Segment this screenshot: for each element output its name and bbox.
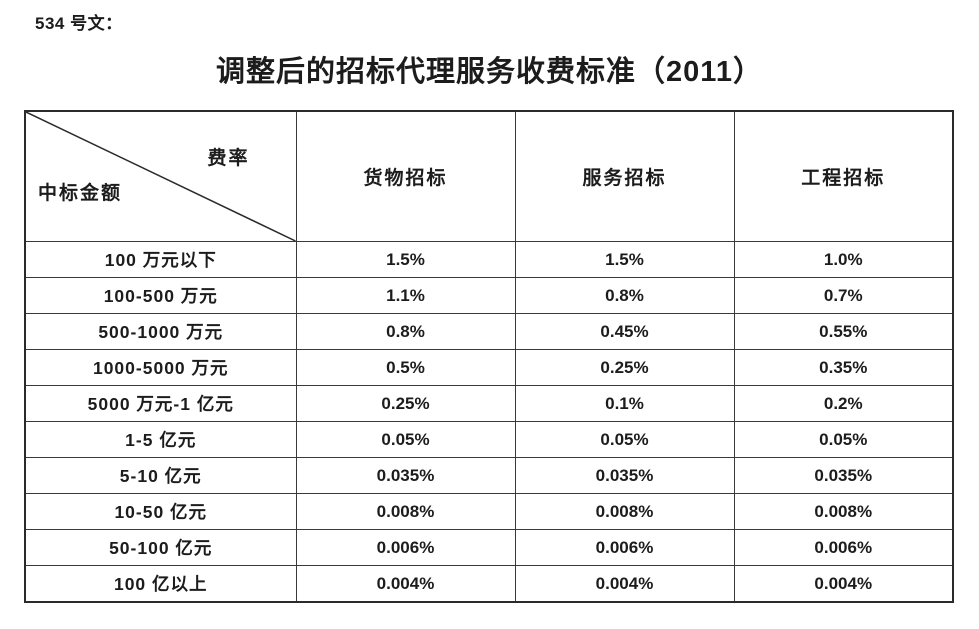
- table-row: 100 亿以上 0.004% 0.004% 0.004%: [24, 565, 954, 603]
- table-row: 100 万元以下 1.5% 1.5% 1.0%: [24, 241, 954, 278]
- row-label-amount-tier: 100-500 万元: [24, 277, 297, 314]
- rate-value-cell: 0.25%: [514, 349, 735, 386]
- row-label-amount-tier: 5-10 亿元: [24, 457, 297, 494]
- rate-value-cell: 0.05%: [514, 421, 735, 458]
- table-row: 5-10 亿元 0.035% 0.035% 0.035%: [24, 457, 954, 494]
- row-label-amount-tier: 500-1000 万元: [24, 313, 297, 350]
- rate-value-cell: 1.0%: [733, 241, 954, 278]
- fee-rate-table: 费率 中标金额 货物招标 服务招标 工程招标 100 万元以下 1.5% 1.5% 1…: [24, 110, 954, 603]
- rate-value-cell: 0.05%: [295, 421, 516, 458]
- rate-value-cell: 0.35%: [733, 349, 954, 386]
- rate-value-cell: 1.5%: [514, 241, 735, 278]
- rate-value-cell: 0.8%: [295, 313, 516, 350]
- rate-value-cell: 0.05%: [733, 421, 954, 458]
- table-row: 1-5 亿元 0.05% 0.05% 0.05%: [24, 421, 954, 458]
- row-label-amount-tier: 50-100 亿元: [24, 529, 297, 566]
- corner-label-fee-rate: 费率: [207, 148, 250, 169]
- rate-value-cell: 0.7%: [733, 277, 954, 314]
- row-label-amount-tier: 100 万元以下: [24, 241, 297, 278]
- column-header-engineering-bidding: 工程招标: [733, 110, 954, 242]
- rate-value-cell: 1.5%: [295, 241, 516, 278]
- rate-value-cell: 0.8%: [514, 277, 735, 314]
- table-row: 10-50 亿元 0.008% 0.008% 0.008%: [24, 493, 954, 530]
- row-label-amount-tier: 1-5 亿元: [24, 421, 297, 458]
- header-row: 费率 中标金额 货物招标 服务招标 工程招标: [24, 110, 954, 242]
- rate-value-cell: 0.1%: [514, 385, 735, 422]
- rate-value-cell: 0.006%: [733, 529, 954, 566]
- corner-label-bid-amount: 中标金额: [38, 183, 123, 204]
- diagonal-line: [26, 112, 296, 241]
- rate-value-cell: 0.008%: [514, 493, 735, 530]
- rate-value-cell: 0.2%: [733, 385, 954, 422]
- table-row: 500-1000 万元 0.8% 0.45% 0.55%: [24, 313, 954, 350]
- rate-value-cell: 0.5%: [295, 349, 516, 386]
- table-row: 50-100 亿元 0.006% 0.006% 0.006%: [24, 529, 954, 566]
- rate-value-cell: 0.55%: [733, 313, 954, 350]
- table-row: 100-500 万元 1.1% 0.8% 0.7%: [24, 277, 954, 314]
- table-body: 100 万元以下 1.5% 1.5% 1.0% 100-500 万元 1.1% 0.8% 0.…: [24, 241, 954, 603]
- row-label-amount-tier: 1000-5000 万元: [24, 349, 297, 386]
- rate-value-cell: 0.035%: [514, 457, 735, 494]
- column-header-service-bidding: 服务招标: [514, 110, 735, 242]
- table-row: 1000-5000 万元 0.5% 0.25% 0.35%: [24, 349, 954, 386]
- page-title: 调整后的招标代理服务收费标准（2011）: [216, 56, 763, 88]
- rate-value-cell: 0.004%: [514, 565, 735, 603]
- row-label-amount-tier: 10-50 亿元: [24, 493, 297, 530]
- rate-value-cell: 0.006%: [514, 529, 735, 566]
- rate-value-cell: 0.008%: [295, 493, 516, 530]
- table-row: 5000 万元-1 亿元 0.25% 0.1% 0.2%: [24, 385, 954, 422]
- rate-value-cell: 1.1%: [295, 277, 516, 314]
- rate-value-cell: 0.008%: [733, 493, 954, 530]
- column-header-goods-bidding: 货物招标: [295, 110, 516, 242]
- rate-value-cell: 0.035%: [295, 457, 516, 494]
- rate-value-cell: 0.45%: [514, 313, 735, 350]
- rate-value-cell: 0.035%: [733, 457, 954, 494]
- row-label-amount-tier: 5000 万元-1 亿元: [24, 385, 297, 422]
- doc-number-label: 534 号文：: [35, 14, 123, 33]
- rate-value-cell: 0.25%: [295, 385, 516, 422]
- table-header: 费率 中标金额 货物招标 服务招标 工程招标: [24, 110, 954, 242]
- rate-value-cell: 0.004%: [733, 565, 954, 603]
- rate-value-cell: 0.004%: [295, 565, 516, 603]
- row-label-amount-tier: 100 亿以上: [24, 565, 297, 603]
- rate-value-cell: 0.006%: [295, 529, 516, 566]
- corner-header-cell: 费率 中标金额: [24, 110, 297, 242]
